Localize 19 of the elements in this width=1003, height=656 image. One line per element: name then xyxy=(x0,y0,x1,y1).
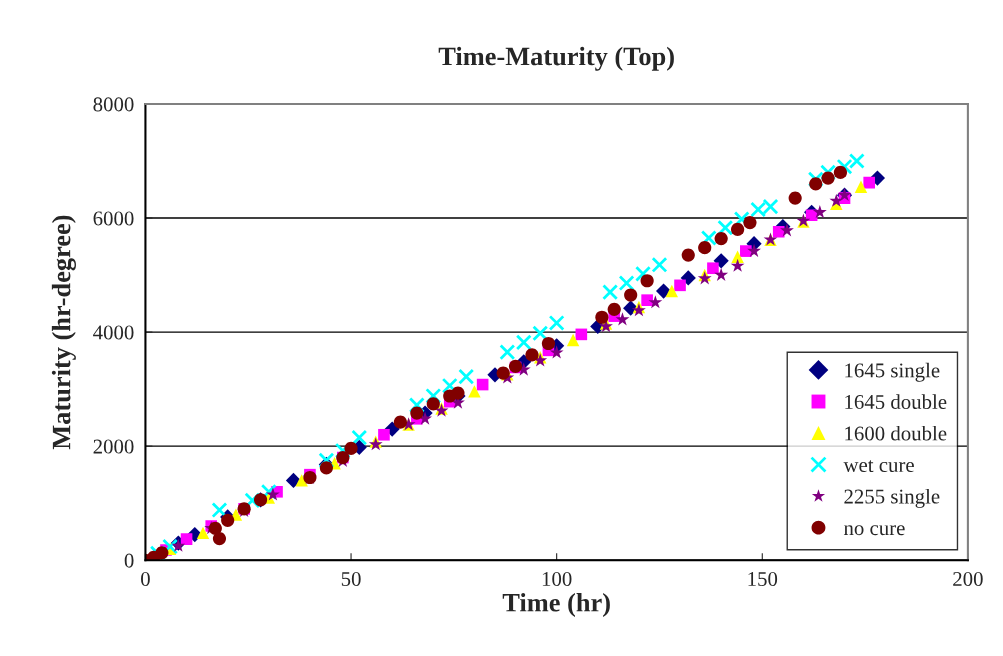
x-tick-label: 100 xyxy=(542,571,572,586)
chart-title: Time-Maturity (Top) xyxy=(438,46,674,71)
x-tick-label: 200 xyxy=(953,571,983,586)
y-tick-label: 0 xyxy=(124,553,134,568)
y-axis-title: Maturity (hr-degree) xyxy=(51,215,76,450)
x-axis-title: Time (hr) xyxy=(502,593,610,617)
y-tick-label: 8000 xyxy=(93,97,134,112)
x-tick-label: 150 xyxy=(748,571,778,586)
x-tick-label: 0 xyxy=(141,571,150,586)
y-tick-label: 2000 xyxy=(93,439,134,454)
legend-label: 1600 double xyxy=(845,425,947,441)
legend-label: no cure xyxy=(843,525,905,536)
legend-label: 1645 single xyxy=(845,362,940,382)
y-tick-label: 6000 xyxy=(93,211,134,226)
x-tick-label: 50 xyxy=(341,571,361,586)
legend-label: wet cure xyxy=(843,460,914,473)
y-tick-label: 4000 xyxy=(93,325,134,340)
legend-label: 2255 single xyxy=(844,488,940,508)
legend-label: 1645 double xyxy=(845,394,947,410)
